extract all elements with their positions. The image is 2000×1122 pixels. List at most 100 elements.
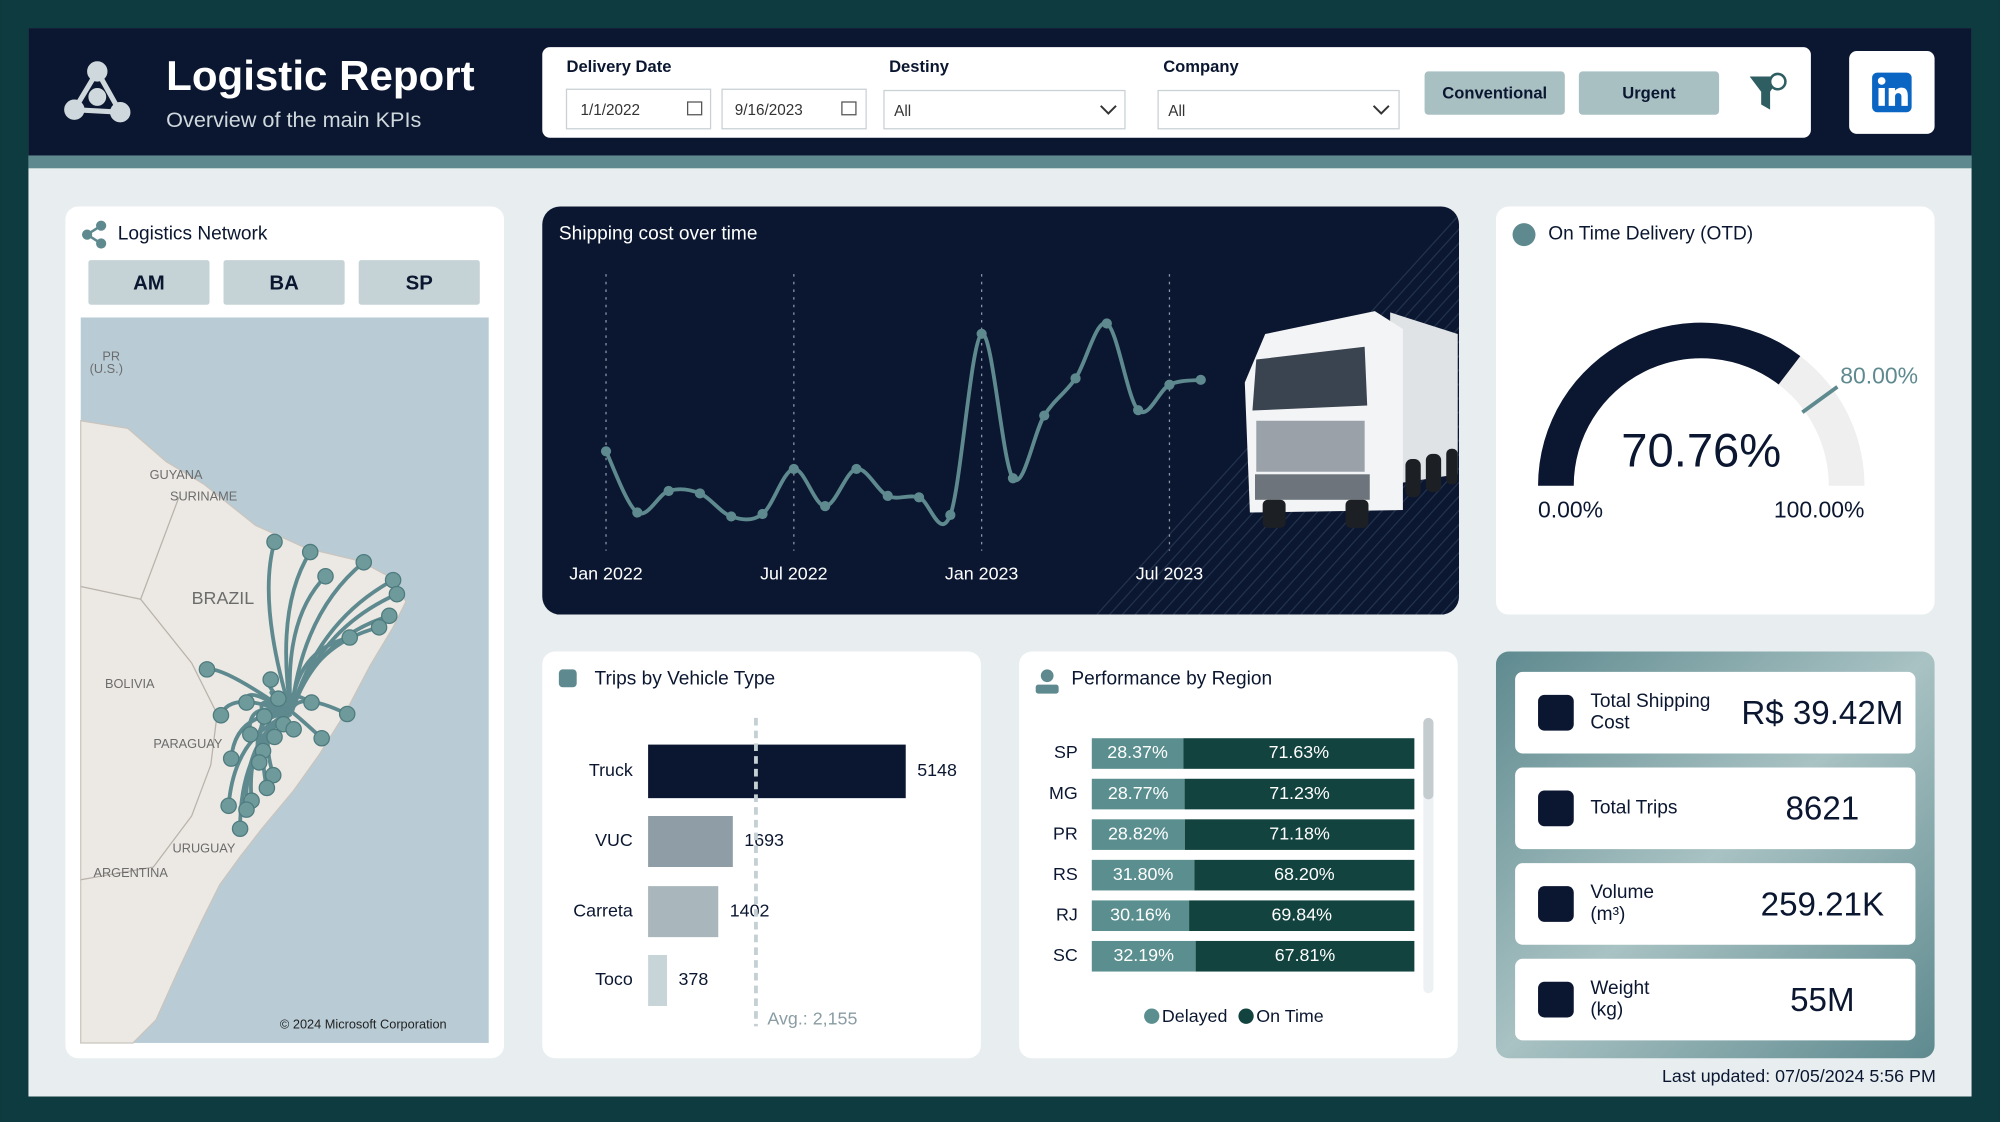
network-node (220, 797, 237, 815)
line-point (632, 507, 643, 518)
filter-button[interactable] (1578, 71, 1720, 115)
y-tick-label: MG (1049, 783, 1078, 803)
data-label: 5148 (917, 760, 957, 780)
decor-line (1351, 206, 1459, 615)
network-route (287, 574, 327, 715)
bar (648, 744, 906, 799)
data-label: 1402 (730, 900, 770, 920)
otd-icon (1512, 223, 1536, 247)
linkedin-icon (1872, 72, 1912, 113)
kpi-label: (m³) (1590, 904, 1625, 925)
data-label: 71.63% (1269, 742, 1330, 762)
line-series (604, 321, 1202, 526)
clear-filter-icon[interactable] (1749, 72, 1787, 110)
kpi-label: Weight (1590, 978, 1650, 999)
filter-button[interactable] (1424, 71, 1565, 115)
logo (64, 61, 131, 123)
y-tick-label: Carreta (573, 900, 633, 920)
decor-line (1300, 206, 1459, 615)
y-tick-label: RS (1053, 864, 1078, 884)
panel-title: Logistics Network (118, 224, 268, 245)
bar (648, 954, 668, 1006)
truck-icon (558, 669, 577, 688)
dropdown[interactable] (883, 89, 1126, 130)
network-node (266, 533, 283, 551)
map-label: PR (102, 348, 120, 363)
line-point (913, 492, 925, 503)
line-point (820, 501, 831, 512)
network-node (238, 801, 255, 818)
line-point (600, 446, 612, 457)
network-node (370, 619, 388, 636)
button-label: SP (406, 273, 433, 295)
x-tick-label: Jul 2022 (760, 564, 828, 584)
network-node (250, 754, 268, 771)
network-node (222, 750, 240, 767)
network-node (270, 690, 287, 707)
title: Logistic Report (166, 52, 474, 99)
network-node (384, 571, 402, 589)
filter-label: Destiny (889, 57, 950, 76)
line-point (1039, 410, 1050, 421)
y-tick-label: VUC (595, 830, 633, 850)
filter-label: Company (1163, 57, 1239, 76)
data-label: 69.84% (1271, 904, 1332, 924)
calendar-icon (686, 101, 703, 116)
bar-segment (1195, 940, 1415, 972)
network-icon (82, 220, 107, 249)
y-tick-label: SC (1053, 945, 1078, 965)
region-button[interactable] (358, 260, 480, 305)
network-node (317, 568, 334, 585)
line-point (882, 490, 893, 501)
network-node (238, 694, 255, 711)
x-tick-label: Jul 2023 (1136, 564, 1204, 584)
scrollbar-thumb[interactable] (1423, 717, 1434, 800)
bar-segment (1194, 859, 1415, 891)
bar-segment (1091, 859, 1195, 891)
bar-segment (1184, 778, 1415, 810)
network-node (285, 721, 302, 738)
region-button[interactable] (88, 260, 210, 305)
bar-segment (1091, 819, 1185, 850)
map-label: BOLIVIA (105, 676, 155, 691)
panel-title: Trips by Vehicle Type (595, 669, 776, 690)
chevron (1372, 105, 1390, 115)
y-tick-label: Truck (589, 760, 633, 780)
panel (542, 651, 981, 1059)
legend-label: Delayed (1162, 1006, 1227, 1026)
kpi-label: Total Trips (1590, 797, 1677, 818)
data-label: 31.80% (1113, 864, 1174, 884)
legend-swatch (1144, 1008, 1160, 1024)
map-label: ARGENTINA (93, 865, 168, 880)
filter-label: Delivery Date (567, 57, 672, 76)
line-point (726, 511, 737, 522)
kpi-card (1515, 767, 1916, 850)
gauge-value-label: 70.76% (1621, 423, 1781, 476)
date-input[interactable] (565, 88, 712, 130)
dropdown[interactable] (1157, 89, 1400, 130)
bar-segment (1091, 738, 1184, 769)
bar (648, 816, 733, 867)
network-node (266, 728, 283, 746)
network-node (242, 726, 259, 743)
kpi-value: 8621 (1786, 791, 1860, 828)
network-node (388, 585, 406, 603)
data-label: 67.81% (1275, 945, 1336, 965)
kpi-label: (kg) (1590, 999, 1623, 1020)
data-label: 1693 (744, 830, 784, 850)
x-tick-label: Jan 2022 (569, 564, 642, 584)
data-label: 28.82% (1108, 823, 1169, 843)
decor-line (1389, 206, 1459, 615)
bar-segment (1091, 778, 1185, 810)
line-point (1133, 405, 1144, 416)
line-point (1101, 318, 1112, 329)
region-button[interactable] (223, 260, 345, 305)
bar-segment (1189, 900, 1415, 932)
kpi-icon (1538, 981, 1574, 1018)
decor-line (1325, 206, 1459, 615)
line-point (663, 485, 674, 497)
decor-line (1274, 206, 1459, 615)
y-tick-label: PR (1053, 823, 1078, 843)
network-node (301, 543, 319, 561)
